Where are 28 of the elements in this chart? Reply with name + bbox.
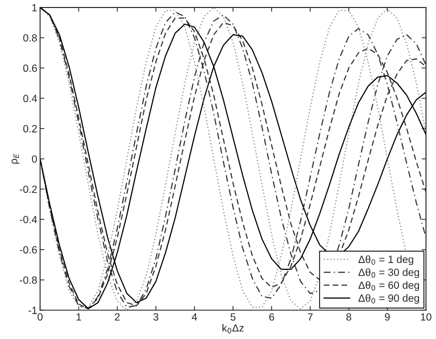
x-tick-label: 6 — [269, 313, 274, 321]
legend-label: Δθ$_{0}$ = 1 deg — [358, 255, 414, 266]
y-tick-label: -0.4 — [20, 216, 38, 224]
x-tick-label: 5 — [230, 313, 236, 321]
x-tick-label: 0 — [38, 313, 43, 321]
x-tick-label: 7 — [308, 313, 313, 321]
x-tick-label: 2 — [114, 313, 120, 321]
y-axis-title: ρ$_{E}$ — [12, 154, 20, 164]
y-tick-label: -0.8 — [20, 276, 37, 284]
legend-label: Δθ$_{0}$ = 30 deg — [358, 268, 419, 278]
y-tick-label: 0.8 — [23, 34, 37, 42]
y-tick-label: 1 — [32, 4, 37, 12]
x-axis-title: k$_{0}$Δz — [222, 324, 244, 334]
y-tick-label: 0.4 — [23, 94, 38, 102]
y-tick-label: 0.6 — [23, 64, 37, 72]
y-tick-label: -1 — [28, 306, 37, 314]
x-tick-label: 8 — [346, 313, 352, 321]
x-tick-label: 1 — [76, 313, 82, 321]
y-tick-label: -0.6 — [20, 246, 37, 254]
y-tick-label: 0 — [32, 155, 37, 163]
x-tick-label: 4 — [192, 313, 198, 321]
legend-label: Δθ$_{0}$ = 60 deg — [358, 281, 419, 291]
legend-label: Δθ$_{0}$ = 90 deg — [358, 294, 419, 304]
y-tick-label: 0.2 — [23, 125, 37, 132]
x-tick-label: 9 — [384, 313, 390, 321]
y-tick-label: -0.2 — [20, 186, 37, 193]
x-tick-label: 10 — [420, 313, 432, 321]
x-tick-label: 3 — [153, 313, 158, 321]
